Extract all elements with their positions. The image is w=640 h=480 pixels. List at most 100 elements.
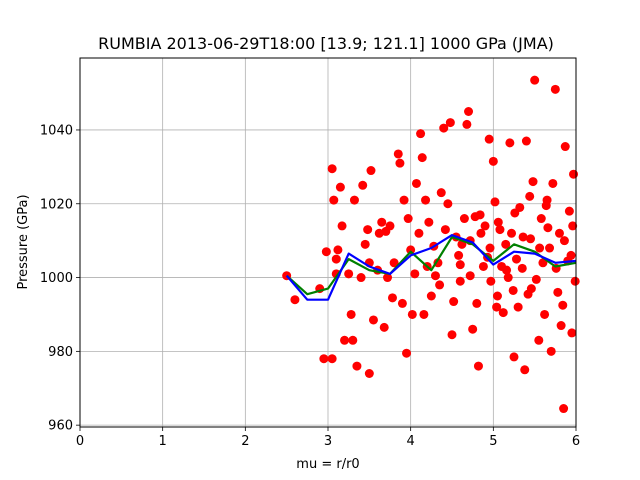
- scatter-point: [553, 287, 563, 297]
- scatter-point: [465, 271, 475, 281]
- x-axis-label: mu = r/r0: [296, 457, 359, 472]
- chart-title: RUMBIA 2013-06-29T18:00 [13.9; 121.1] 10…: [98, 34, 554, 53]
- scatter-point: [368, 315, 378, 325]
- scatter-point: [319, 354, 329, 364]
- scatter-point: [559, 404, 569, 414]
- scatter-point: [403, 214, 413, 224]
- scatter-point: [383, 273, 393, 283]
- scatter-point: [526, 284, 536, 294]
- scatter-point: [520, 365, 530, 375]
- scatter-point: [488, 156, 498, 166]
- scatter-point: [364, 368, 374, 378]
- y-tick-label: 1000: [40, 271, 73, 286]
- scatter-point: [558, 300, 568, 310]
- scatter-point: [424, 217, 434, 227]
- scatter-point: [290, 295, 300, 305]
- scatter-point: [346, 309, 356, 319]
- y-axis-label: Pressure (GPa): [16, 194, 31, 289]
- scatter-point: [559, 236, 569, 246]
- scatter-point: [501, 239, 511, 249]
- scatter-point: [534, 335, 544, 345]
- scatter-point: [508, 285, 518, 295]
- scatter-point: [399, 195, 409, 205]
- scatter-point: [567, 328, 577, 338]
- scatter-point: [385, 221, 395, 231]
- y-axis: 960 980 1000 1020 1040: [40, 123, 80, 434]
- scatter-point: [366, 166, 376, 176]
- scatter-point: [560, 142, 570, 152]
- scatter-point: [416, 129, 426, 139]
- scatter-point: [327, 354, 337, 364]
- scatter-point: [490, 197, 500, 207]
- scatter-point: [333, 245, 343, 255]
- scatter-point: [485, 243, 495, 253]
- scatter-point: [525, 191, 535, 201]
- scatter-point: [548, 178, 558, 188]
- line-series: [285, 234, 577, 301]
- scatter-point: [454, 250, 464, 260]
- scatter-point: [348, 335, 358, 345]
- scatter-point: [449, 297, 459, 307]
- scatter-point: [356, 273, 366, 283]
- scatter-point: [511, 254, 521, 264]
- scatter-point: [531, 274, 541, 284]
- scatter-point: [435, 280, 445, 290]
- scatter-point: [554, 228, 564, 238]
- scatter-point: [468, 324, 478, 334]
- scatter-point: [417, 153, 427, 163]
- scatter-point: [502, 265, 512, 275]
- scatter-point: [503, 273, 513, 283]
- scatter-point: [459, 214, 469, 224]
- scatter-point: [363, 225, 373, 235]
- scatter-point: [421, 195, 431, 205]
- scatter-point: [329, 195, 339, 205]
- scatter-point: [493, 217, 503, 227]
- scatter-point: [536, 214, 546, 224]
- scatter-point: [492, 302, 502, 312]
- scatter-point: [379, 322, 389, 332]
- scatter-point: [492, 291, 502, 301]
- x-tick-label: 4: [407, 434, 415, 449]
- scatter-point: [484, 134, 494, 144]
- scatter-point: [475, 210, 485, 220]
- scatter-point: [414, 228, 424, 238]
- scatter-point: [335, 182, 345, 192]
- x-axis: 0 1 2 3 4 5 6: [76, 427, 580, 449]
- scatter-point: [331, 254, 341, 264]
- scatter-point: [393, 149, 403, 159]
- scatter-point: [321, 247, 331, 257]
- scatter-point: [521, 136, 531, 146]
- scatter-point: [411, 178, 421, 188]
- scatter-point: [360, 239, 370, 249]
- scatter-point: [455, 260, 465, 270]
- scatter-point: [406, 245, 416, 255]
- scatter-point: [510, 208, 520, 218]
- scatter-point: [507, 228, 517, 238]
- scatter-point: [349, 195, 359, 205]
- scatter-point: [410, 269, 420, 279]
- green-series-line: [285, 235, 577, 296]
- scatter-point: [526, 234, 536, 244]
- scatter-point: [543, 223, 553, 233]
- x-tick-label: 1: [159, 434, 167, 449]
- scatter-point: [498, 308, 508, 318]
- scatter-point: [570, 276, 580, 286]
- x-tick-label: 3: [324, 434, 332, 449]
- scatter-point: [530, 75, 540, 85]
- blue-series-line: [285, 234, 577, 301]
- scatter-point: [566, 250, 576, 260]
- scatter-point: [541, 201, 551, 211]
- scatter-point: [569, 169, 579, 179]
- scatter-point: [517, 263, 527, 273]
- scatter-point: [480, 221, 490, 231]
- scatter-point: [436, 188, 446, 198]
- scatter-point: [344, 269, 354, 279]
- scatter-point: [518, 232, 528, 242]
- scatter-point: [473, 361, 483, 371]
- scatter-point: [509, 352, 519, 362]
- scatter-point: [568, 221, 578, 231]
- scatter-point: [540, 309, 550, 319]
- scatter-point: [340, 335, 350, 345]
- scatter-point: [426, 291, 436, 301]
- scatter-point: [505, 138, 515, 148]
